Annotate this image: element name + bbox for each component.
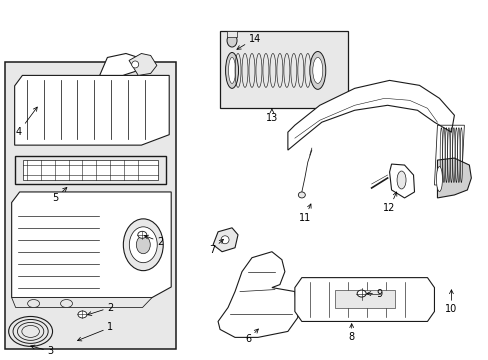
- Text: 2: 2: [144, 235, 163, 247]
- Ellipse shape: [436, 167, 442, 192]
- Text: 5: 5: [52, 188, 67, 203]
- Text: 13: 13: [265, 109, 278, 123]
- Ellipse shape: [312, 58, 322, 84]
- Polygon shape: [15, 75, 169, 145]
- FancyBboxPatch shape: [220, 31, 347, 108]
- Text: 12: 12: [383, 192, 396, 213]
- Polygon shape: [218, 252, 297, 337]
- Ellipse shape: [309, 51, 325, 89]
- Polygon shape: [287, 80, 453, 150]
- FancyBboxPatch shape: [5, 62, 176, 349]
- Text: 2: 2: [87, 302, 113, 315]
- Text: 7: 7: [208, 239, 223, 255]
- Polygon shape: [12, 192, 171, 298]
- Text: 1: 1: [78, 323, 113, 341]
- Text: 14: 14: [237, 33, 261, 49]
- Ellipse shape: [129, 227, 157, 263]
- Ellipse shape: [228, 58, 235, 84]
- Text: 3: 3: [31, 345, 54, 356]
- Ellipse shape: [298, 192, 305, 198]
- Ellipse shape: [136, 236, 150, 254]
- Polygon shape: [12, 298, 152, 307]
- Ellipse shape: [27, 300, 40, 307]
- Ellipse shape: [226, 34, 237, 47]
- Polygon shape: [294, 278, 433, 321]
- FancyBboxPatch shape: [226, 31, 237, 37]
- Ellipse shape: [396, 171, 405, 189]
- Text: 8: 8: [348, 324, 354, 342]
- Text: 4: 4: [16, 107, 37, 137]
- Text: 6: 6: [244, 329, 258, 345]
- Text: 11: 11: [298, 204, 310, 223]
- FancyBboxPatch shape: [15, 156, 166, 184]
- Text: 10: 10: [445, 290, 457, 315]
- Ellipse shape: [131, 61, 139, 68]
- Ellipse shape: [123, 219, 163, 271]
- Ellipse shape: [221, 236, 228, 244]
- Text: 9: 9: [366, 289, 382, 298]
- Ellipse shape: [356, 290, 366, 297]
- Ellipse shape: [78, 311, 87, 318]
- Polygon shape: [100, 54, 138, 75]
- FancyBboxPatch shape: [22, 160, 158, 180]
- Ellipse shape: [225, 53, 238, 88]
- Polygon shape: [389, 164, 414, 198]
- Polygon shape: [213, 228, 238, 252]
- Ellipse shape: [61, 300, 72, 307]
- FancyBboxPatch shape: [334, 289, 394, 307]
- Polygon shape: [437, 158, 470, 198]
- Polygon shape: [129, 54, 157, 75]
- Ellipse shape: [138, 231, 146, 238]
